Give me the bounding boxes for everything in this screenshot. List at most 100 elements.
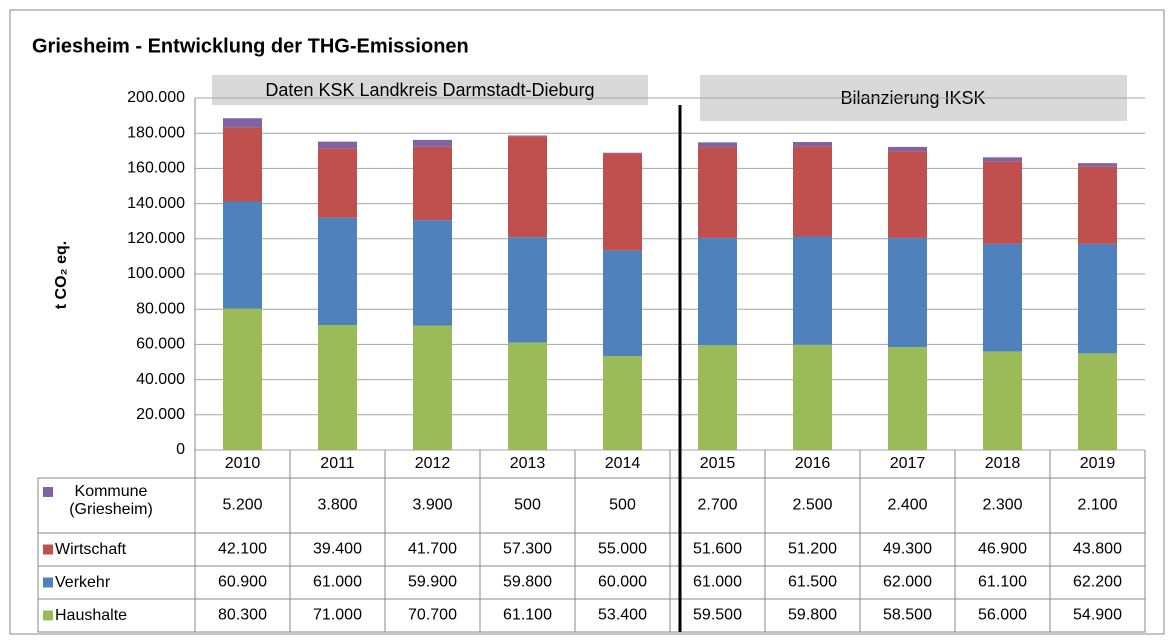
y-tick-label: 20.000 (136, 406, 185, 423)
x-tick-label: 2014 (605, 455, 641, 472)
bar-segment (508, 342, 547, 450)
bar-segment (793, 236, 832, 345)
bar-segment (793, 142, 832, 147)
bar-segment (983, 243, 1022, 352)
legend-label: Kommune (Griesheim) (69, 483, 153, 518)
bar-segment (1078, 166, 1117, 244)
legend-label: Haushalte (55, 606, 128, 624)
x-tick-label: 2013 (510, 455, 546, 472)
y-tick-label: 100.000 (127, 265, 185, 282)
table-value: 61.100 (978, 574, 1027, 591)
bar-segment (223, 201, 262, 309)
table-value: 58.500 (883, 607, 932, 624)
legend-label: Wirtschaft (55, 540, 127, 558)
annotation-box (212, 75, 648, 105)
table-value: 80.300 (218, 607, 267, 624)
bar-segment (603, 250, 642, 357)
table-value: 53.400 (598, 607, 647, 624)
table-value: 46.900 (978, 541, 1027, 558)
y-tick-label: 0 (176, 441, 185, 458)
x-tick-label: 2010 (225, 455, 261, 472)
bar-segment (413, 220, 452, 326)
table-value: 43.800 (1073, 541, 1122, 558)
bar-segment (698, 142, 737, 148)
table-value: 49.300 (883, 541, 932, 558)
table-value: 59.800 (503, 574, 552, 591)
legend-label: Verkehr (55, 573, 111, 591)
bar-segment (413, 146, 452, 221)
bar-segment (318, 141, 357, 149)
table-value: 62.200 (1073, 574, 1122, 591)
bar-segment (318, 217, 357, 326)
table-value: 42.100 (218, 541, 267, 558)
bar-segment (318, 148, 357, 218)
table-value: 59.800 (788, 607, 837, 624)
bar-segment (698, 345, 737, 450)
bar-segment (223, 127, 262, 202)
y-tick-label: 60.000 (136, 336, 185, 353)
bar-segment (603, 153, 642, 251)
table-value: 2.500 (792, 497, 832, 514)
bar-segment (983, 351, 1022, 450)
table-value: 61.000 (313, 574, 362, 591)
table-value: 56.000 (978, 607, 1027, 624)
y-tick-label: 40.000 (136, 371, 185, 388)
bar-segment (413, 325, 452, 450)
table-value: 51.600 (693, 541, 742, 558)
table-value: 70.700 (408, 607, 457, 624)
x-tick-label: 2018 (985, 455, 1021, 472)
table-value: 59.900 (408, 574, 457, 591)
x-tick-label: 2011 (320, 455, 355, 472)
bar-segment (508, 237, 547, 343)
bar-segment (983, 157, 1022, 162)
table-value: 500 (514, 497, 541, 514)
table-value: 57.300 (503, 541, 552, 558)
y-tick-label: 180.000 (127, 124, 185, 141)
bar-segment (508, 136, 547, 238)
y-tick-label: 200.000 (127, 89, 185, 106)
table-value: 61.100 (503, 607, 552, 624)
bar-segment (318, 325, 357, 450)
bar-segment (603, 152, 642, 154)
y-tick-label: 80.000 (136, 300, 185, 317)
table-value: 3.800 (317, 497, 357, 514)
chart-title: Griesheim - Entwicklung der THG-Emission… (32, 35, 469, 57)
table-value: 2.400 (887, 497, 927, 514)
table-value: 41.700 (408, 541, 457, 558)
table-value: 51.200 (788, 541, 837, 558)
table-value: 2.700 (697, 497, 737, 514)
bar-segment (223, 118, 262, 128)
bar-segment (413, 139, 452, 147)
legend-swatch (43, 577, 53, 588)
bar-segment (698, 237, 737, 346)
x-tick-label: 2019 (1080, 455, 1116, 472)
bar-segment (888, 347, 927, 450)
table-value: 3.900 (412, 497, 452, 514)
bar-segment (888, 237, 927, 348)
table-value: 55.000 (598, 541, 647, 558)
x-tick-label: 2015 (700, 455, 736, 472)
table-value: 500 (609, 497, 636, 514)
table-value: 59.500 (693, 607, 742, 624)
table-value: 61.000 (693, 574, 742, 591)
x-tick-label: 2012 (415, 455, 451, 472)
table-value: 54.900 (1073, 607, 1122, 624)
bar-segment (793, 146, 832, 237)
legend-swatch (43, 487, 53, 497)
table-value: 2.300 (982, 497, 1022, 514)
table-value: 71.000 (313, 607, 362, 624)
bar-segment (983, 161, 1022, 244)
bar-segment (1078, 163, 1117, 167)
bar-segment (888, 151, 927, 238)
bar-segment (793, 344, 832, 450)
annotation: Daten KSK Landkreis Darmstadt-Dieburg (265, 80, 594, 100)
bar-segment (1078, 243, 1117, 354)
table-value: 2.100 (1077, 497, 1117, 514)
y-tick-label: 160.000 (127, 160, 185, 177)
bar-segment (888, 146, 927, 152)
y-tick-label: 140.000 (127, 195, 185, 212)
bar-segment (223, 308, 262, 450)
y-tick-label: 120.000 (127, 230, 185, 247)
